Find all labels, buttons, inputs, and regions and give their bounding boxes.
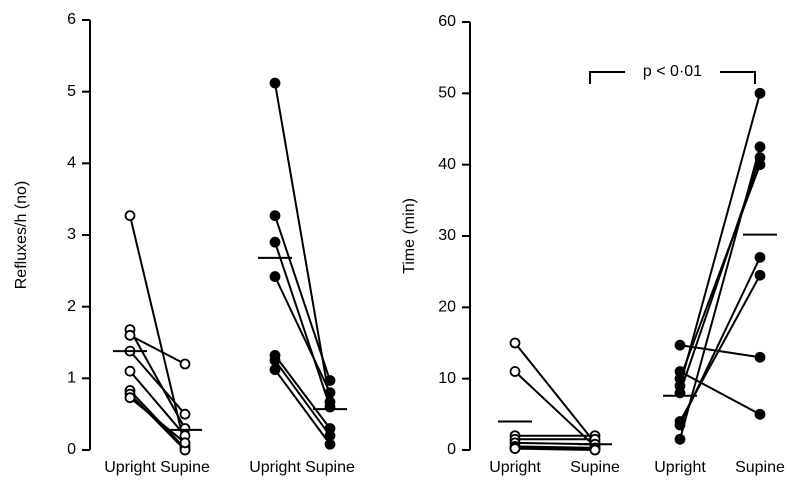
point [674,339,686,351]
pair-line [274,276,331,394]
pair-line [274,215,331,381]
pair-line [679,370,761,416]
pair-line [679,274,761,422]
point [754,408,766,420]
point [124,329,136,341]
point [269,77,281,89]
x-tick-label: Upright [489,459,541,476]
y-tick-label: 60 [438,13,456,30]
annotation: p < 0·01 [643,63,702,80]
point [754,269,766,281]
point [509,337,521,349]
point [124,210,136,222]
point [269,236,281,248]
pair-line [129,370,186,437]
y-axis-label: Refluxes/h (no) [13,181,30,290]
y-tick-label: 1 [67,370,76,387]
y-tick-label: 3 [67,226,76,243]
y-tick-label: 0 [447,441,456,458]
x-tick-label: Upright [104,459,156,476]
point [754,351,766,363]
point [754,87,766,99]
point [509,443,521,454]
pair-line [679,344,761,359]
point [269,364,281,376]
pair-line [514,370,596,448]
point [754,159,766,171]
pair-line [129,396,186,444]
pair-line [129,215,186,447]
y-tick-label: 30 [438,227,456,244]
x-tick-label: Upright [249,459,301,476]
point [324,375,336,386]
point [179,408,191,420]
pair-line [679,164,761,380]
significance-bracket [589,71,756,84]
y-tick-label: 40 [438,156,456,173]
pair-line [129,350,186,415]
point [179,358,191,370]
y-tick-label: 4 [67,155,76,172]
y-tick-label: 6 [67,11,76,28]
y-tick-label: 2 [67,298,76,315]
pair-line [274,241,331,408]
point [754,251,766,263]
point [269,271,281,282]
point [324,387,336,399]
point [509,366,521,377]
point [324,438,336,450]
pair-line [679,93,761,387]
pair-line [274,369,331,445]
point [589,444,601,456]
pair-line [679,157,761,394]
pair-line [274,359,331,437]
x-tick-label: Supine [570,459,620,476]
y-tick-label: 5 [67,83,76,100]
point [674,433,686,445]
point [324,430,336,442]
pair-line [514,447,596,451]
y-tick-label: 50 [438,85,456,102]
x-tick-label: Supine [160,459,210,476]
y-tick-label: 20 [438,299,456,316]
point [674,366,686,377]
point [674,416,686,427]
pair-line [129,393,186,451]
pair-line [129,334,186,365]
x-tick-label: Upright [654,459,706,476]
y-tick-label: 0 [67,441,76,458]
pair-line [514,342,596,444]
point [754,141,766,153]
x-tick-label: Supine [305,459,355,476]
point [269,210,281,222]
point [124,365,136,377]
point [124,392,136,404]
pair-line [514,445,596,449]
y-axis-label: Time (min) [401,198,418,274]
pair-line [274,82,331,403]
y-tick-label: 10 [438,370,456,387]
point [179,437,191,449]
x-tick-label: Supine [735,459,785,476]
pair-line [129,329,186,429]
point [269,355,281,366]
pair-line [274,354,331,430]
